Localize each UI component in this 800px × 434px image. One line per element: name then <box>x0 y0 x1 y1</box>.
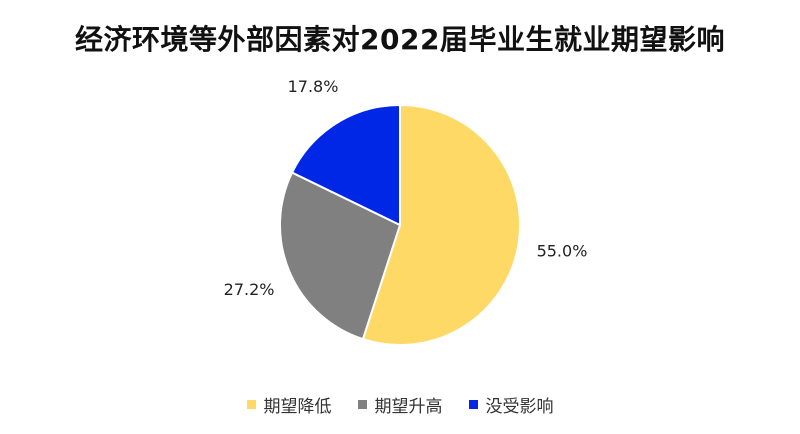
legend-item-unaffected: 没受影响 <box>468 392 554 417</box>
chart-title: 经济环境等外部因素对2022届毕业生就业期望影响 <box>75 23 725 56</box>
legend-label-decrease: 期望降低 <box>263 397 332 417</box>
legend-swatch-decrease <box>246 400 256 409</box>
pie-slice-decrease <box>361 103 521 346</box>
legend-swatch-unaffected <box>468 400 478 409</box>
legend-item-increase: 期望升高 <box>357 392 443 417</box>
data-label-increase: 27.2% <box>224 280 275 299</box>
legend-label-unaffected: 没受影响 <box>485 397 554 417</box>
legend-label-increase: 期望升高 <box>374 397 443 417</box>
pie-slice-unaffected <box>290 103 401 227</box>
data-label-unaffected: 17.8% <box>288 77 339 96</box>
legend-item-decrease: 期望降低 <box>246 392 332 417</box>
pie-slice-increase <box>279 171 402 341</box>
chart-legend: 期望降低 期望升高 没受影响 <box>0 392 800 417</box>
legend-swatch-increase <box>357 400 367 409</box>
data-label-decrease: 55.0% <box>537 242 588 261</box>
